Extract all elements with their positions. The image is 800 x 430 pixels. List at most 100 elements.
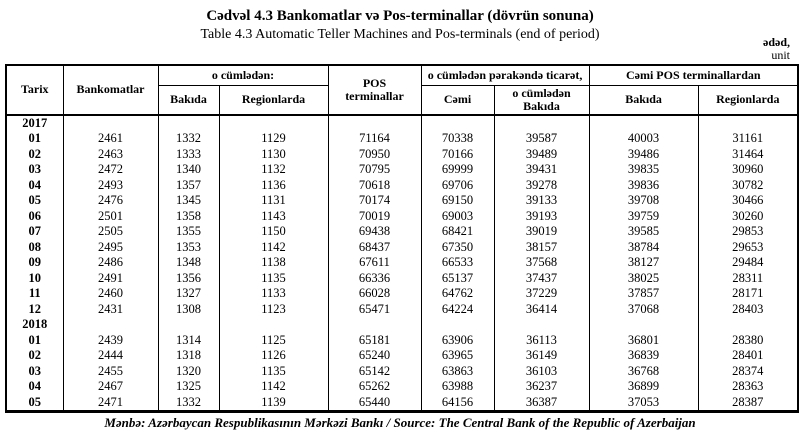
value-cell: 28401	[697, 348, 799, 364]
value-cell: 30466	[697, 193, 799, 209]
value-cell: 64762	[420, 286, 495, 302]
value-cell: 70166	[420, 146, 495, 162]
header-perakende-ticaret: o cümlədən pərakəndə ticarət,	[420, 64, 590, 86]
value-cell: 1332	[157, 394, 220, 412]
value-cell: 65471	[327, 301, 422, 317]
table-body: 2017 01 2461 1332 1129 71164 70338 39587 40003 31…	[5, 114, 799, 412]
value-cell: 1333	[157, 146, 220, 162]
value-cell: 38157	[493, 239, 590, 255]
value-cell: 65142	[327, 363, 422, 379]
year-label: 2018	[5, 317, 64, 333]
empty-cell	[327, 317, 422, 333]
value-cell: 28171	[697, 286, 799, 302]
empty-cell	[697, 114, 799, 131]
value-cell: 2505	[62, 224, 159, 240]
month-label: 03	[5, 162, 64, 178]
value-cell: 30782	[697, 177, 799, 193]
page-title: Cədvəl 4.3 Bankomatlar və Pos-terminalla…	[206, 8, 594, 24]
table-row: 07 2505 1355 1150 69438 68421 39019 39585 29853	[5, 224, 799, 240]
header-pos-terminallar: POS terminallar	[327, 64, 422, 115]
empty-cell	[697, 317, 799, 333]
value-cell: 70950	[327, 146, 422, 162]
value-cell: 2491	[62, 270, 159, 286]
value-cell: 31464	[697, 146, 799, 162]
value-cell: 39587	[493, 131, 590, 147]
value-cell: 1345	[157, 193, 220, 209]
table-row: 03 2455 1320 1135 65142 63863 36103 36768 28374	[5, 363, 799, 379]
value-cell: 70174	[327, 193, 422, 209]
month-label: 10	[5, 270, 64, 286]
value-cell: 28387	[697, 394, 799, 412]
table-row: 05 2476 1345 1131 70174 69150 39133 39708 30466	[5, 193, 799, 209]
empty-cell	[420, 317, 495, 333]
value-cell: 36414	[493, 301, 590, 317]
value-cell: 1133	[218, 286, 329, 302]
empty-cell	[157, 114, 220, 131]
value-cell: 2467	[62, 379, 159, 395]
value-cell: 70618	[327, 177, 422, 193]
value-cell: 1129	[218, 131, 329, 147]
month-label: 05	[5, 394, 64, 412]
value-cell: 36237	[493, 379, 590, 395]
value-cell: 36899	[588, 379, 699, 395]
value-cell: 39486	[588, 146, 699, 162]
value-cell: 2439	[62, 332, 159, 348]
month-label: 08	[5, 239, 64, 255]
table-row: 02 2463 1333 1130 70950 70166 39489 39486 31464	[5, 146, 799, 162]
value-cell: 37229	[493, 286, 590, 302]
value-cell: 69999	[420, 162, 495, 178]
header-o-cumleden: o cümlədən:	[157, 64, 329, 86]
month-label: 11	[5, 286, 64, 302]
value-cell: 29853	[697, 224, 799, 240]
header-o-cumleden-bakida: o cümlədən Bakıda	[493, 84, 590, 115]
value-cell: 65181	[327, 332, 422, 348]
table-row: 10 2491 1356 1135 66336 65137 37437 38025 28311	[5, 270, 799, 286]
header-cemi-pos-terminallardan: Cəmi POS terminallardan	[588, 64, 799, 86]
value-cell: 67350	[420, 239, 495, 255]
value-cell: 36839	[588, 348, 699, 364]
value-cell: 69150	[420, 193, 495, 209]
value-cell: 1356	[157, 270, 220, 286]
value-cell: 37857	[588, 286, 699, 302]
value-cell: 30960	[697, 162, 799, 178]
month-label: 01	[5, 332, 64, 348]
value-cell: 28374	[697, 363, 799, 379]
table-row: 12 2431 1308 1123 65471 64224 36414 37068 28403	[5, 301, 799, 317]
month-label: 02	[5, 348, 64, 364]
table-row: 06 2501 1358 1143 70019 69003 39193 39759 30260	[5, 208, 799, 224]
value-cell: 2455	[62, 363, 159, 379]
value-cell: 1136	[218, 177, 329, 193]
value-cell: 38127	[588, 255, 699, 271]
table-row: 02 2444 1318 1126 65240 63965 36149 36839 28401	[5, 348, 799, 364]
value-cell: 66533	[420, 255, 495, 271]
value-cell: 65440	[327, 394, 422, 412]
value-cell: 70338	[420, 131, 495, 147]
month-label: 02	[5, 146, 64, 162]
month-label: 01	[5, 131, 64, 147]
value-cell: 65240	[327, 348, 422, 364]
value-cell: 2472	[62, 162, 159, 178]
value-cell: 2486	[62, 255, 159, 271]
value-cell: 39835	[588, 162, 699, 178]
value-cell: 67611	[327, 255, 422, 271]
value-cell: 1353	[157, 239, 220, 255]
month-label: 09	[5, 255, 64, 271]
value-cell: 65262	[327, 379, 422, 395]
empty-cell	[218, 114, 329, 131]
table-row: 05 2471 1332 1139 65440 64156 36387 37053 28387	[5, 394, 799, 412]
value-cell: 36113	[493, 332, 590, 348]
year-row: 2018	[5, 317, 799, 333]
value-cell: 1327	[157, 286, 220, 302]
value-cell: 29484	[697, 255, 799, 271]
value-cell: 1320	[157, 363, 220, 379]
empty-cell	[62, 114, 159, 131]
value-cell: 69003	[420, 208, 495, 224]
value-cell: 1318	[157, 348, 220, 364]
year-label: 2017	[5, 114, 64, 131]
value-cell: 1126	[218, 348, 329, 364]
value-cell: 2460	[62, 286, 159, 302]
value-cell: 2431	[62, 301, 159, 317]
empty-cell	[420, 114, 495, 131]
value-cell: 64156	[420, 394, 495, 412]
